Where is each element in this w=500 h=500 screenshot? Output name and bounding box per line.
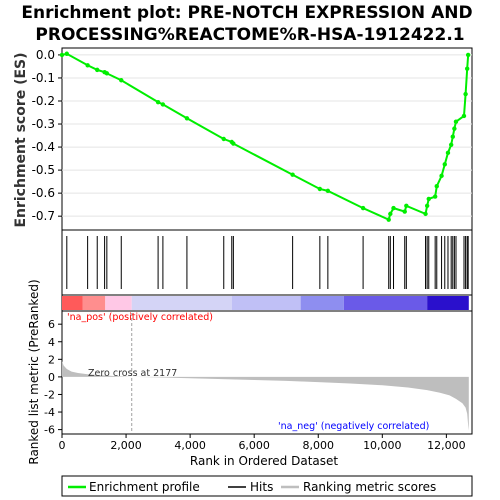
es-point — [290, 172, 295, 177]
es-point — [104, 71, 110, 76]
es-point — [439, 173, 444, 179]
legend-metric-label: Ranking metric scores — [303, 480, 436, 494]
es-tick-label: -0.4 — [32, 140, 55, 154]
es-panel — [61, 47, 473, 231]
band-segment — [82, 296, 106, 310]
metric-tick-label: -4 — [44, 406, 55, 419]
es-point — [325, 188, 331, 194]
pos-correlated-label: 'na_pos' (positively correlated) — [67, 312, 213, 323]
band-segment — [300, 296, 344, 310]
es-tick-label: -0.2 — [32, 94, 55, 108]
es-tick-label: 0.0 — [36, 48, 55, 62]
es-tick-label: -0.5 — [32, 163, 55, 177]
es-point — [424, 203, 430, 209]
es-point — [317, 186, 323, 192]
x-tick-label: 4,000 — [174, 439, 206, 452]
band-segment — [231, 296, 301, 310]
metric-tick-label: 6 — [48, 318, 55, 331]
band-segment — [343, 296, 428, 310]
es-point — [59, 52, 65, 58]
es-point — [442, 162, 447, 167]
es-point — [184, 116, 190, 121]
metric-tick-label: 4 — [48, 336, 55, 349]
x-axis-label: Rank in Ordered Dataset — [190, 454, 338, 468]
es-point — [360, 205, 366, 211]
hits-ticks — [66, 236, 469, 289]
es-point — [391, 205, 396, 211]
chart-title-line2: PROCESSING%REACTOME%R-HSA-1912422.1 — [35, 25, 464, 45]
es-point — [95, 67, 100, 73]
es-y-axis-label: Enrichment score (ES) — [13, 52, 29, 227]
es-point — [464, 66, 470, 71]
x-axis: 0 2,000 4,000 6,000 8,000 10,000 12,000 — [59, 434, 466, 452]
chart-title-line1: Enrichment plot: PRE-NOTCH EXPRESSION AN… — [21, 3, 472, 23]
x-tick-label: 2,000 — [110, 439, 142, 452]
neg-correlated-label: 'na_neg' (negatively correlated) — [278, 421, 429, 432]
es-point — [445, 150, 451, 156]
x-tick-label: 10,000 — [363, 439, 402, 452]
metric-y-axis: 6 4 2 0 -2 -4 -6 — [44, 318, 62, 437]
es-point — [423, 211, 428, 217]
es-point — [119, 78, 124, 83]
ranking-metric-area — [62, 361, 469, 431]
es-point — [426, 196, 431, 202]
es-point — [64, 51, 70, 56]
x-tick-label: 6,000 — [238, 439, 270, 452]
x-tick-label: 12,000 — [427, 439, 466, 452]
enrichment-profile-points — [59, 51, 471, 222]
metric-y-axis-label: Ranked list metric (PreRanked) — [27, 279, 41, 464]
es-tick-label: -0.1 — [32, 71, 55, 85]
es-point — [160, 102, 166, 107]
x-tick-label: 8,000 — [303, 439, 335, 452]
es-point — [155, 99, 161, 105]
es-point — [386, 217, 391, 222]
legend-hits-label: Hits — [250, 480, 273, 494]
band-segment — [131, 296, 232, 310]
es-tick-label: -0.3 — [32, 117, 55, 131]
es-point — [452, 126, 457, 131]
metric-tick-label: 0 — [48, 371, 55, 384]
ranked-color-band — [62, 296, 469, 310]
band-segment — [105, 296, 132, 310]
zero-cross-label: Zero cross at 2177 — [88, 368, 177, 379]
es-y-axis: 0.0 -0.1 -0.2 -0.3 -0.4 -0.5 -0.6 -0.7 — [32, 48, 62, 223]
es-point — [402, 209, 407, 214]
metric-tick-label: -6 — [44, 424, 55, 437]
es-point — [231, 141, 236, 146]
band-segment — [62, 296, 83, 310]
hits-panel — [61, 229, 473, 296]
metric-tick-label: 2 — [48, 353, 55, 366]
es-tick-label: -0.6 — [32, 186, 55, 200]
es-point — [388, 211, 393, 217]
legend-box — [61, 475, 473, 497]
es-tick-label: -0.7 — [32, 209, 55, 223]
x-tick-label: 0 — [59, 439, 66, 452]
es-point — [85, 63, 90, 68]
es-point — [432, 194, 438, 199]
metric-panel — [61, 310, 473, 435]
es-point — [453, 119, 459, 124]
es-point — [221, 136, 226, 142]
es-point — [404, 203, 409, 209]
es-point — [465, 52, 471, 58]
es-point — [463, 91, 468, 97]
es-point — [434, 184, 439, 189]
band-segment — [427, 296, 469, 310]
legend-profile-label: Enrichment profile — [89, 480, 200, 494]
es-gridlines — [62, 54, 472, 217]
es-point — [461, 113, 467, 119]
es-point — [448, 142, 454, 147]
metric-tick-label: -2 — [44, 388, 55, 401]
es-point — [450, 134, 455, 139]
